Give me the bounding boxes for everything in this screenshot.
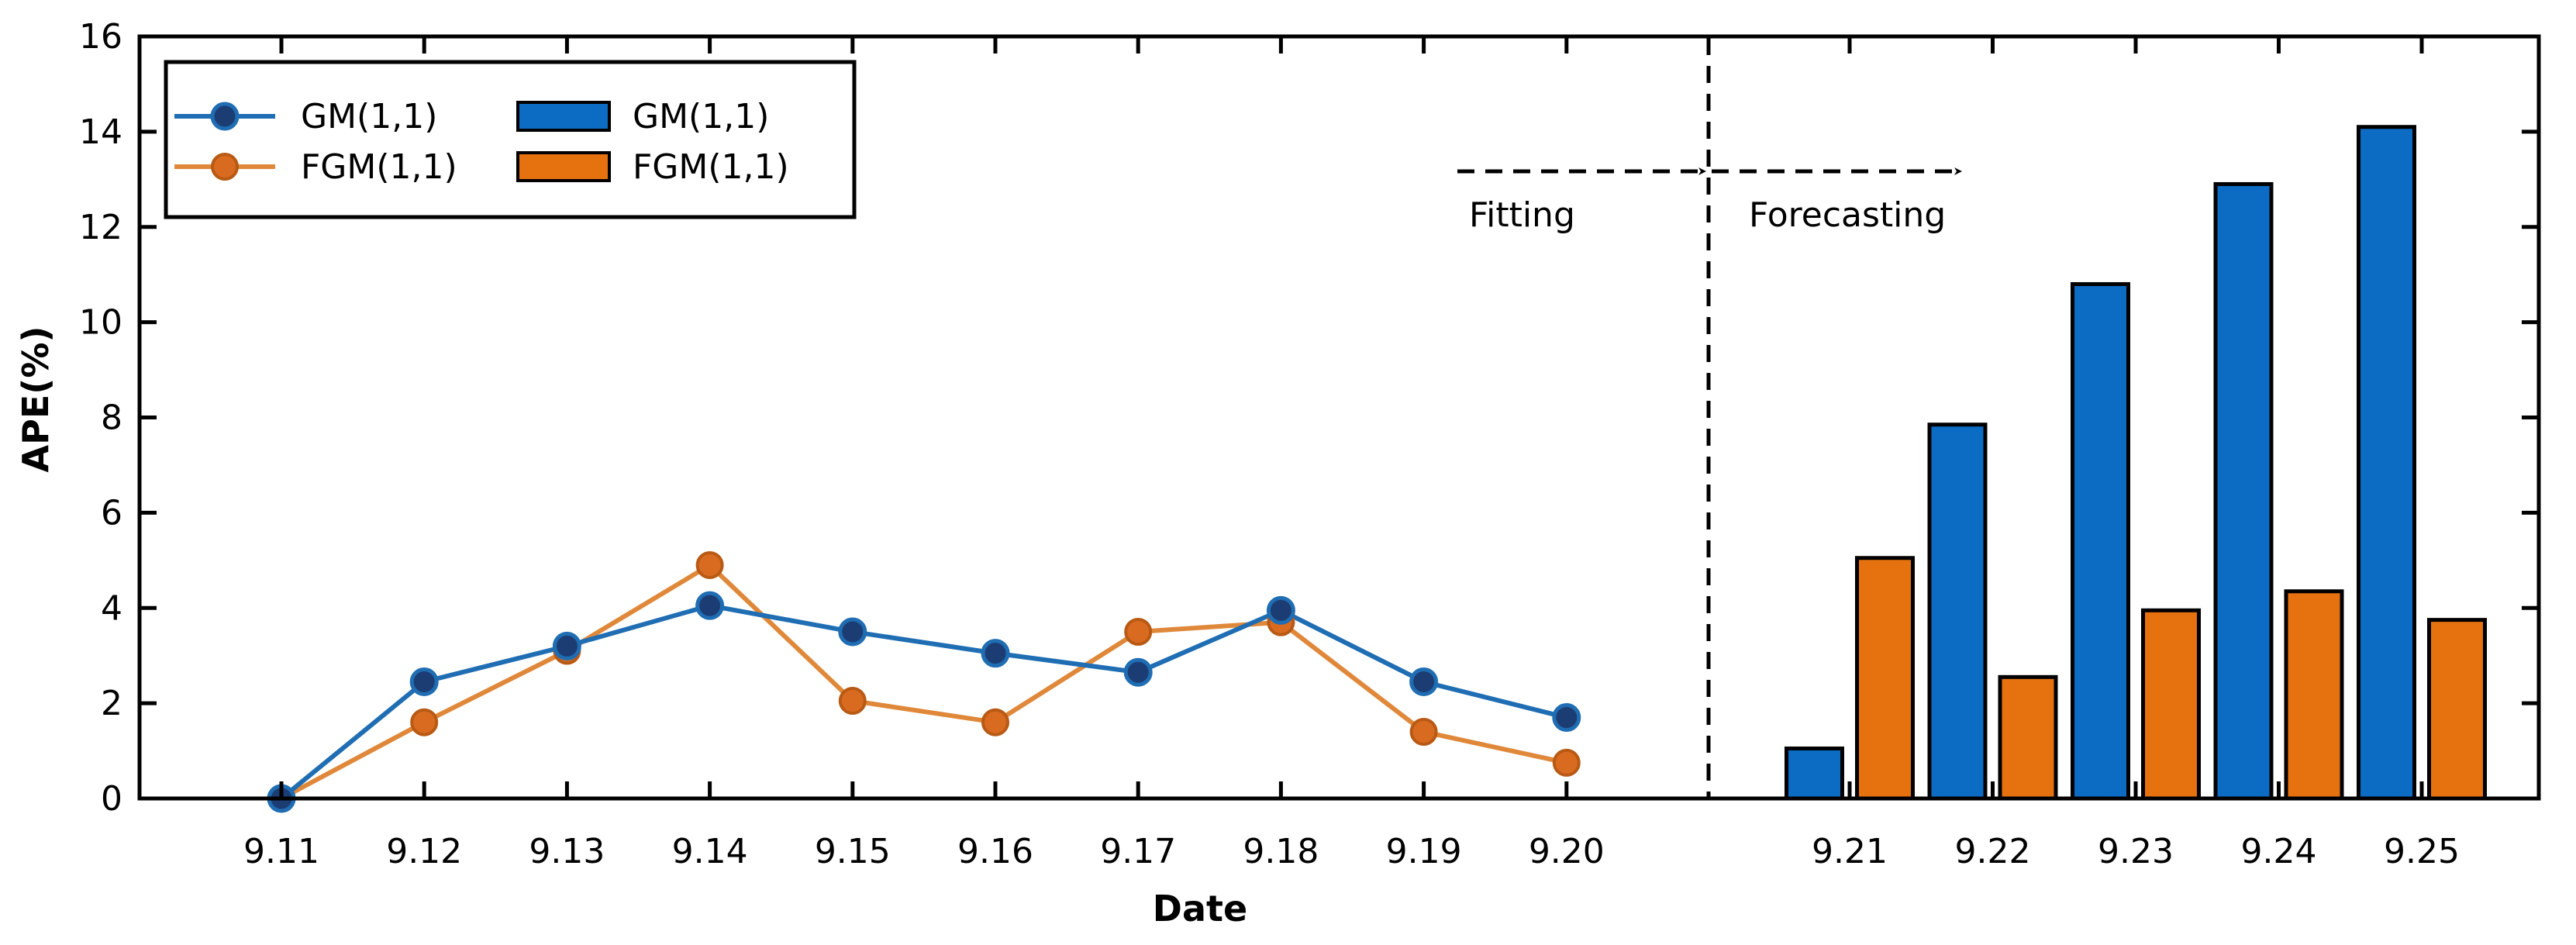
bar-fgm-9.25 (2427, 618, 2487, 801)
legend-label-gm-bar: GM(1,1) (633, 97, 769, 136)
point-gm-9.17 (1123, 657, 1153, 687)
x-tick-label: 9.19 (1386, 832, 1462, 871)
x-tick-label: 9.15 (815, 832, 891, 871)
point-gm-9.15 (838, 617, 867, 647)
y-tick-label: 14 (79, 112, 122, 152)
x-tick-label: 9.22 (1955, 832, 2031, 871)
x-tick-label: 9.23 (2098, 832, 2174, 871)
bar-fgm-9.22 (1998, 674, 2058, 801)
x-tick-label: 9.24 (2241, 832, 2317, 871)
point-fgm-9.17 (1124, 617, 1153, 646)
bar-gm-9.25 (2357, 125, 2416, 801)
point-gm-9.13 (552, 631, 581, 660)
fitting-points (267, 550, 1581, 813)
bar-gm-9.22 (1927, 422, 1988, 801)
line-gm (280, 603, 1567, 801)
x-tick-label: 9.13 (529, 832, 605, 871)
point-gm-9.18 (1266, 595, 1295, 625)
x-tick-label: 9.14 (672, 832, 748, 871)
y-tick-label: 6 (101, 493, 122, 533)
point-fgm-9.14 (695, 550, 724, 579)
legend-label-gm-line: GM(1,1) (301, 97, 437, 136)
y-tick-label: 8 (101, 398, 122, 438)
y-tick-label: 12 (79, 208, 122, 247)
legend-swatch-fgm-bar (516, 151, 611, 182)
legend: GM(1,1) FGM(1,1) GM(1,1) FGM(1,1) (164, 60, 857, 219)
bar-fgm-9.23 (2141, 608, 2201, 801)
x-tick-label: 9.12 (386, 832, 462, 871)
y-tick-label: 4 (101, 588, 122, 628)
forecast-bars (1785, 125, 2487, 801)
point-gm-9.19 (1409, 667, 1439, 696)
legend-marker-fgm (211, 153, 239, 181)
x-tick-label: 9.25 (2384, 832, 2460, 871)
point-fgm-9.20 (1552, 748, 1581, 777)
x-tick-label: 9.21 (1812, 832, 1888, 871)
bar-fgm-9.24 (2284, 589, 2344, 801)
x-tick-label: 9.17 (1100, 832, 1176, 871)
point-fgm-9.15 (838, 687, 867, 716)
point-gm-9.14 (695, 591, 725, 620)
x-tick-label: 9.18 (1243, 832, 1319, 871)
y-tick-label: 0 (101, 779, 122, 819)
bar-gm-9.21 (1785, 746, 1844, 801)
axes: 0 2 4 6 8 10 12 14 16 9.11 9.12 9.13 9.14 9.15 9.16 9.1… (79, 17, 2539, 871)
point-gm-9.16 (981, 639, 1010, 668)
x-axis-title: Date (1153, 888, 1247, 929)
x-tick-label: 9.11 (243, 832, 319, 871)
legend-marker-gm (210, 102, 240, 131)
bar-fgm-9.21 (1855, 556, 1915, 801)
point-fgm-9.19 (1409, 717, 1438, 746)
legend-swatch-gm-bar (516, 101, 611, 132)
point-fgm-9.12 (410, 708, 439, 736)
fitting-lines (280, 562, 1567, 801)
legend-label-fgm-line: FGM(1,1) (301, 147, 457, 187)
point-fgm-9.16 (981, 708, 1009, 736)
fitting-label: Fitting (1469, 195, 1575, 235)
line-fgm (280, 562, 1567, 801)
legend-label-fgm-bar: FGM(1,1) (633, 147, 789, 187)
point-gm-9.12 (409, 667, 439, 696)
bar-gm-9.23 (2071, 281, 2130, 801)
y-tick-label: 2 (101, 684, 122, 723)
y-tick-label: 16 (79, 17, 122, 57)
point-gm-9.20 (1552, 703, 1581, 733)
forecasting-label: Forecasting (1749, 195, 1946, 235)
x-tick-label: 9.16 (957, 832, 1033, 871)
y-axis-title: APE(%) (15, 326, 57, 473)
bar-gm-9.24 (2213, 181, 2274, 801)
legend-box (164, 60, 857, 219)
y-tick-label: 10 (79, 303, 122, 343)
x-tick-label: 9.20 (1529, 832, 1605, 871)
